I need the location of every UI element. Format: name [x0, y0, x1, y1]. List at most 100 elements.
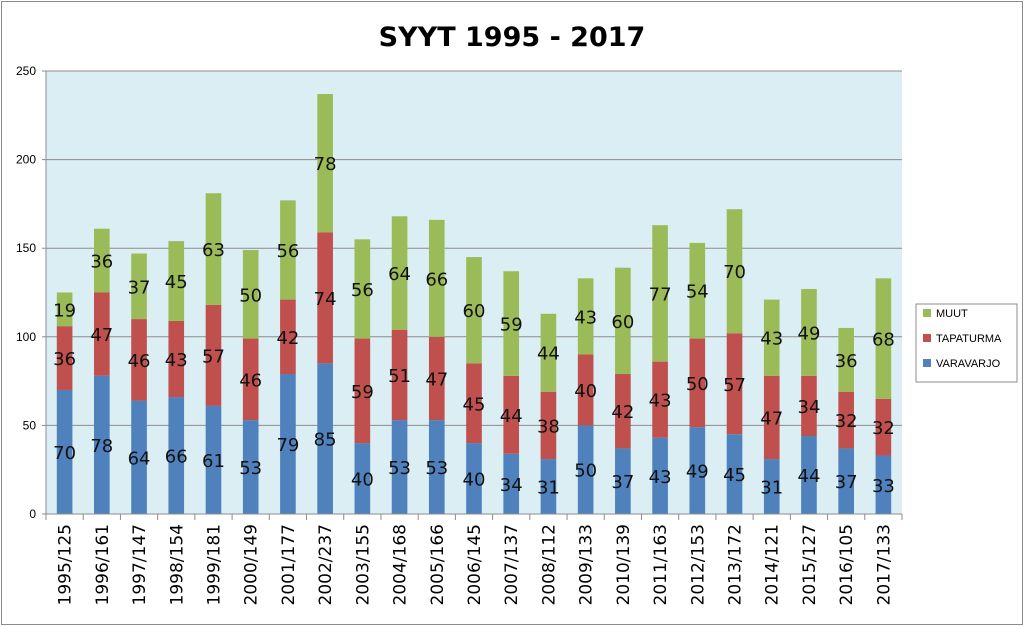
bar-tapaturma	[131, 319, 147, 401]
data-label: 36	[53, 349, 76, 370]
bar-tapaturma	[391, 329, 408, 421]
bar-varavarjo	[242, 420, 259, 514]
bar-muut	[763, 299, 780, 376]
bar-tapaturma	[466, 363, 482, 444]
x-tick-label: 2002/237	[316, 524, 336, 605]
y-tick-label: 0	[29, 507, 36, 521]
legend-swatch	[923, 334, 931, 342]
legend-label: MUUT	[936, 308, 968, 320]
x-tick-label: 2012/153	[688, 524, 708, 605]
bar-varavarjo	[503, 453, 520, 514]
bar-muut	[317, 94, 333, 233]
data-label: 31	[760, 478, 783, 499]
data-label: 36	[835, 351, 858, 372]
data-label: 60	[611, 312, 634, 333]
data-label: 66	[425, 269, 448, 290]
x-axis: 1995/125 1996/161 1997/147 1998/154 1999/181…	[45, 513, 903, 605]
bar-varavarjo	[205, 405, 222, 514]
bar-muut	[503, 271, 520, 376]
bar-varavarjo	[354, 443, 371, 514]
bar-tapaturma	[838, 391, 854, 449]
bar-tapaturma	[763, 375, 780, 460]
bar-tapaturma	[689, 338, 706, 428]
data-label: 64	[388, 264, 411, 285]
bar-varavarjo	[689, 427, 706, 514]
bar-tapaturma	[317, 232, 333, 364]
legend-label: TAPATURMA	[936, 333, 1002, 345]
bar-tapaturma	[875, 398, 892, 456]
data-label: 45	[165, 272, 188, 293]
x-tick-label: 1998/154	[167, 524, 187, 605]
x-tick-label: 2015/127	[800, 524, 820, 605]
x-tick-label: 2013/172	[726, 524, 746, 605]
bar-muut	[428, 219, 445, 337]
data-label: 45	[463, 394, 486, 415]
bar-varavarjo	[838, 448, 854, 514]
data-label: 47	[90, 325, 113, 346]
data-label: 49	[798, 323, 821, 344]
data-label: 78	[314, 154, 337, 175]
bar-muut	[391, 216, 408, 330]
bar-muut	[56, 292, 73, 327]
data-label: 31	[537, 478, 560, 499]
data-label: 43	[165, 350, 188, 371]
legend: MUUT TAPATURMA VARAVARJO	[915, 303, 1018, 383]
bar-varavarjo	[466, 443, 482, 514]
bar-muut	[354, 239, 371, 339]
data-label: 50	[239, 285, 262, 306]
bar-tapaturma	[56, 326, 73, 390]
legend-box	[915, 303, 1018, 383]
data-label: 44	[537, 344, 560, 365]
bar-varavarjo	[615, 448, 631, 514]
bar-varavarjo	[652, 437, 668, 514]
bar-varavarjo	[131, 400, 147, 514]
bar-tapaturma	[280, 299, 296, 375]
bar-muut	[726, 209, 743, 334]
bar-varavarjo	[168, 397, 185, 514]
data-label: 50	[574, 461, 597, 482]
bar-tapaturma	[801, 375, 817, 437]
data-label: 36	[90, 252, 113, 273]
x-tick-label: 2005/166	[428, 524, 448, 605]
bar-varavarjo	[540, 459, 557, 514]
data-label: 50	[686, 374, 709, 395]
data-label: 43	[574, 307, 597, 328]
data-label: 37	[128, 277, 151, 298]
data-label: 53	[425, 458, 448, 479]
bar-tapaturma	[428, 336, 445, 421]
x-tick-label: 2009/133	[577, 524, 597, 605]
bar-tapaturma	[577, 354, 594, 426]
data-label: 47	[760, 408, 783, 429]
legend-swatch	[923, 359, 931, 367]
bar-varavarjo	[875, 455, 892, 514]
data-label: 60	[463, 301, 486, 322]
x-tick-label: 2011/163	[651, 524, 671, 605]
data-label: 44	[798, 466, 821, 487]
data-label: 68	[872, 330, 895, 351]
data-label: 54	[686, 282, 709, 303]
bar-varavarjo	[391, 420, 408, 514]
data-label: 43	[760, 329, 783, 350]
legend-label: VARAVARJO	[936, 358, 1001, 370]
bar-muut	[242, 249, 259, 339]
data-label: 34	[798, 397, 821, 418]
bar-muut	[466, 257, 482, 364]
bar-muut	[168, 241, 185, 321]
bar-muut	[540, 313, 557, 392]
data-label: 70	[723, 262, 746, 283]
data-label: 46	[239, 370, 262, 391]
x-tick-label: 2006/145	[465, 524, 485, 605]
bar-tapaturma	[205, 304, 222, 406]
data-label: 56	[351, 280, 374, 301]
data-label: 37	[611, 472, 634, 493]
data-label: 59	[351, 382, 374, 403]
bar-muut	[131, 253, 147, 320]
x-tick-label: 1996/161	[93, 524, 113, 605]
data-label: 77	[649, 284, 672, 305]
data-label: 43	[649, 391, 672, 412]
data-label: 40	[463, 470, 486, 491]
bar-muut	[94, 228, 110, 293]
bar-varavarjo	[56, 389, 73, 514]
